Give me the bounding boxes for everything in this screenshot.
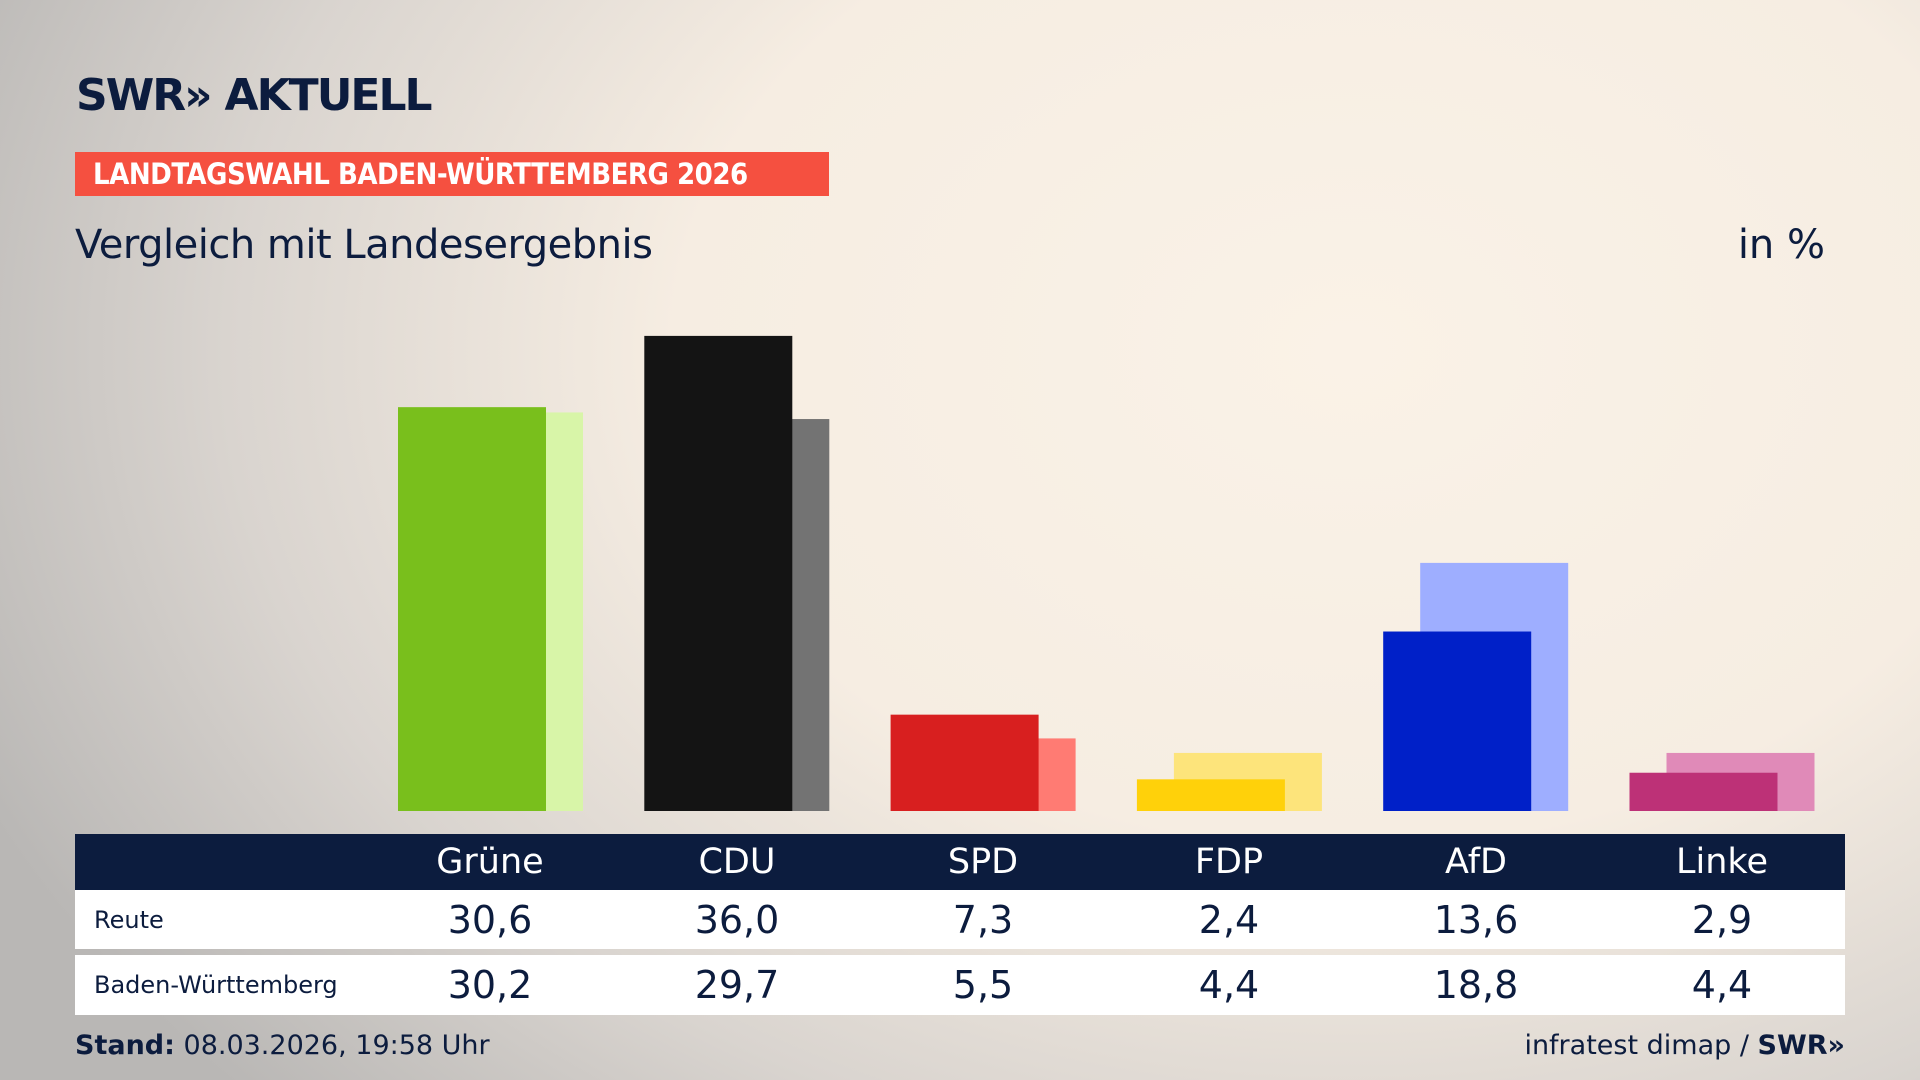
swr-aktuell-logo: SWR» AKTUELL bbox=[76, 70, 433, 121]
column-header: SPD bbox=[947, 842, 1019, 882]
bar-local-linke bbox=[1629, 772, 1778, 811]
table-cell: 30,2 bbox=[447, 963, 533, 1007]
swr-logo-small: SWR» bbox=[1757, 1030, 1845, 1061]
table-cell: 18,8 bbox=[1433, 963, 1519, 1007]
logo-aktuell: AKTUELL bbox=[224, 70, 433, 121]
column-header: CDU bbox=[698, 842, 776, 882]
stand-label: Stand: bbox=[75, 1030, 175, 1061]
table-cell: 4,4 bbox=[1691, 963, 1753, 1007]
bar-local-grüne bbox=[398, 407, 546, 811]
column-header: AfD bbox=[1445, 842, 1507, 882]
bar-local-spd bbox=[890, 714, 1039, 811]
table-cell: 2,9 bbox=[1691, 897, 1753, 942]
row-label: Reute bbox=[94, 905, 164, 934]
table-row: Baden-Württemberg 30,2 29,7 5,5 4,4 18,8 4,4 bbox=[75, 955, 1845, 1015]
column-header: Grüne bbox=[436, 842, 544, 882]
stand-value: 08.03.2026, 19:58 Uhr bbox=[183, 1030, 490, 1061]
table-cell: 2,4 bbox=[1198, 897, 1260, 942]
row-label: Baden-Württemberg bbox=[94, 971, 338, 999]
column-header: FDP bbox=[1194, 842, 1264, 882]
table-cell: 5,5 bbox=[952, 963, 1014, 1007]
table-cell: 13,6 bbox=[1433, 897, 1519, 942]
table-header: Grüne CDU SPD FDP AfD Linke bbox=[75, 834, 1845, 890]
source-text: infratest dimap / bbox=[1524, 1030, 1758, 1061]
timestamp: Stand: 08.03.2026, 19:58 Uhr bbox=[75, 1030, 490, 1061]
logo-swr: SWR» bbox=[76, 70, 213, 121]
bar-local-fdp bbox=[1136, 779, 1285, 811]
table-cell: 30,6 bbox=[447, 897, 533, 942]
table-cell: 36,0 bbox=[694, 897, 780, 942]
unit-label: in % bbox=[1737, 222, 1825, 268]
chart-subtitle: Vergleich mit Landesergebnis bbox=[75, 222, 653, 268]
bar-local-afd bbox=[1383, 631, 1532, 811]
table-cell: 7,3 bbox=[952, 897, 1014, 942]
election-banner: LANDTAGSWAHL BADEN-WÜRTTEMBERG 2026 bbox=[75, 152, 829, 196]
table-cell: 4,4 bbox=[1198, 963, 1260, 1007]
source: infratest dimap / SWR» bbox=[1524, 1030, 1845, 1061]
column-header: Linke bbox=[1676, 842, 1768, 882]
table-cell: 29,7 bbox=[694, 963, 780, 1007]
bar-local-cdu bbox=[644, 335, 793, 811]
table-row: Reute 30,6 36,0 7,3 2,4 13,6 2,9 bbox=[75, 890, 1845, 949]
